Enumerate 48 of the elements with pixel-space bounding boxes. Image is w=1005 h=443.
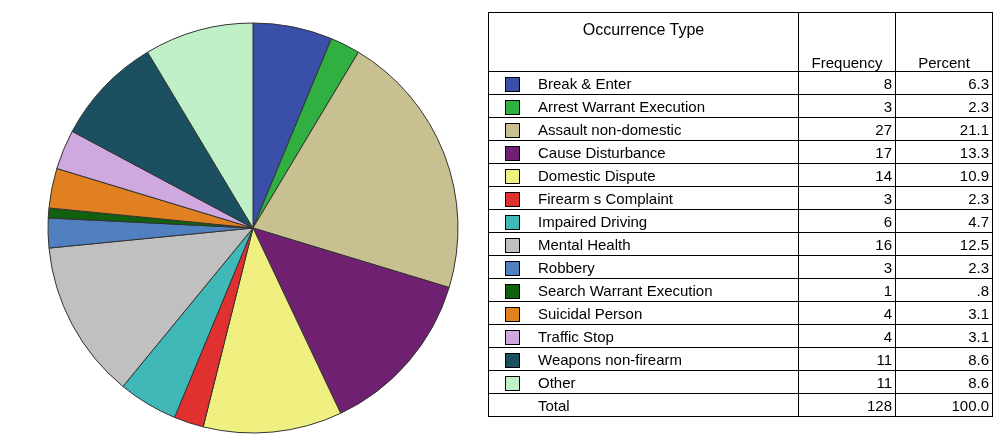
legend-label: Robbery [535, 255, 799, 279]
text: 3.1 [968, 327, 989, 345]
legend-label: Break & Enter [535, 71, 799, 95]
data-label: 17 [798, 140, 896, 164]
text: 10.9 [959, 166, 989, 184]
data-label: 11 [798, 347, 896, 371]
text: 2.3 [968, 258, 989, 276]
text: 12.5 [959, 235, 989, 253]
text: 6.3 [968, 74, 989, 92]
text: 128 [866, 396, 892, 414]
text: Total [535, 393, 799, 417]
legend-label: Weapons non-firearm [535, 347, 799, 371]
text: 13.3 [959, 143, 989, 161]
text: 2.3 [968, 189, 989, 207]
text: Frequency [798, 12, 896, 72]
text: 3.1 [968, 304, 989, 322]
data-label: 8 [798, 71, 896, 95]
data-label: 1 [798, 278, 896, 302]
legend-title: Occurrence Type [488, 12, 799, 72]
text: 2.3 [968, 97, 989, 115]
text: 8.6 [968, 350, 989, 368]
legend-label: Impaired Driving [535, 209, 799, 233]
legend-label: Assault non-domestic [535, 117, 799, 141]
text: .8 [976, 281, 989, 299]
legend-label: Arrest Warrant Execution [535, 94, 799, 118]
data-label: 4 [798, 324, 896, 348]
legend-label: Domestic Dispute [535, 163, 799, 187]
data-label: 27 [798, 117, 896, 141]
data-label: 6 [798, 209, 896, 233]
legend-label: Other [535, 370, 799, 394]
legend-label: Mental Health [535, 232, 799, 256]
text: 21.1 [959, 120, 989, 138]
legend-label: Suicidal Person [535, 301, 799, 325]
legend-label: Cause Disturbance [535, 140, 799, 164]
data-label: 3 [798, 255, 896, 279]
legend-label: Traffic Stop [535, 324, 799, 348]
text: Percent [895, 12, 993, 72]
text: 100.0 [951, 396, 989, 414]
data-label: 3 [798, 186, 896, 210]
text: 8.6 [968, 373, 989, 391]
data-label: 16 [798, 232, 896, 256]
data-label: 4 [798, 301, 896, 325]
data-label: 3 [798, 94, 896, 118]
data-label: 11 [798, 370, 896, 394]
data-label: 14 [798, 163, 896, 187]
legend-label: Search Warrant Execution [535, 278, 799, 302]
text: 4.7 [968, 212, 989, 230]
legend-label: Firearm s Complaint [535, 186, 799, 210]
